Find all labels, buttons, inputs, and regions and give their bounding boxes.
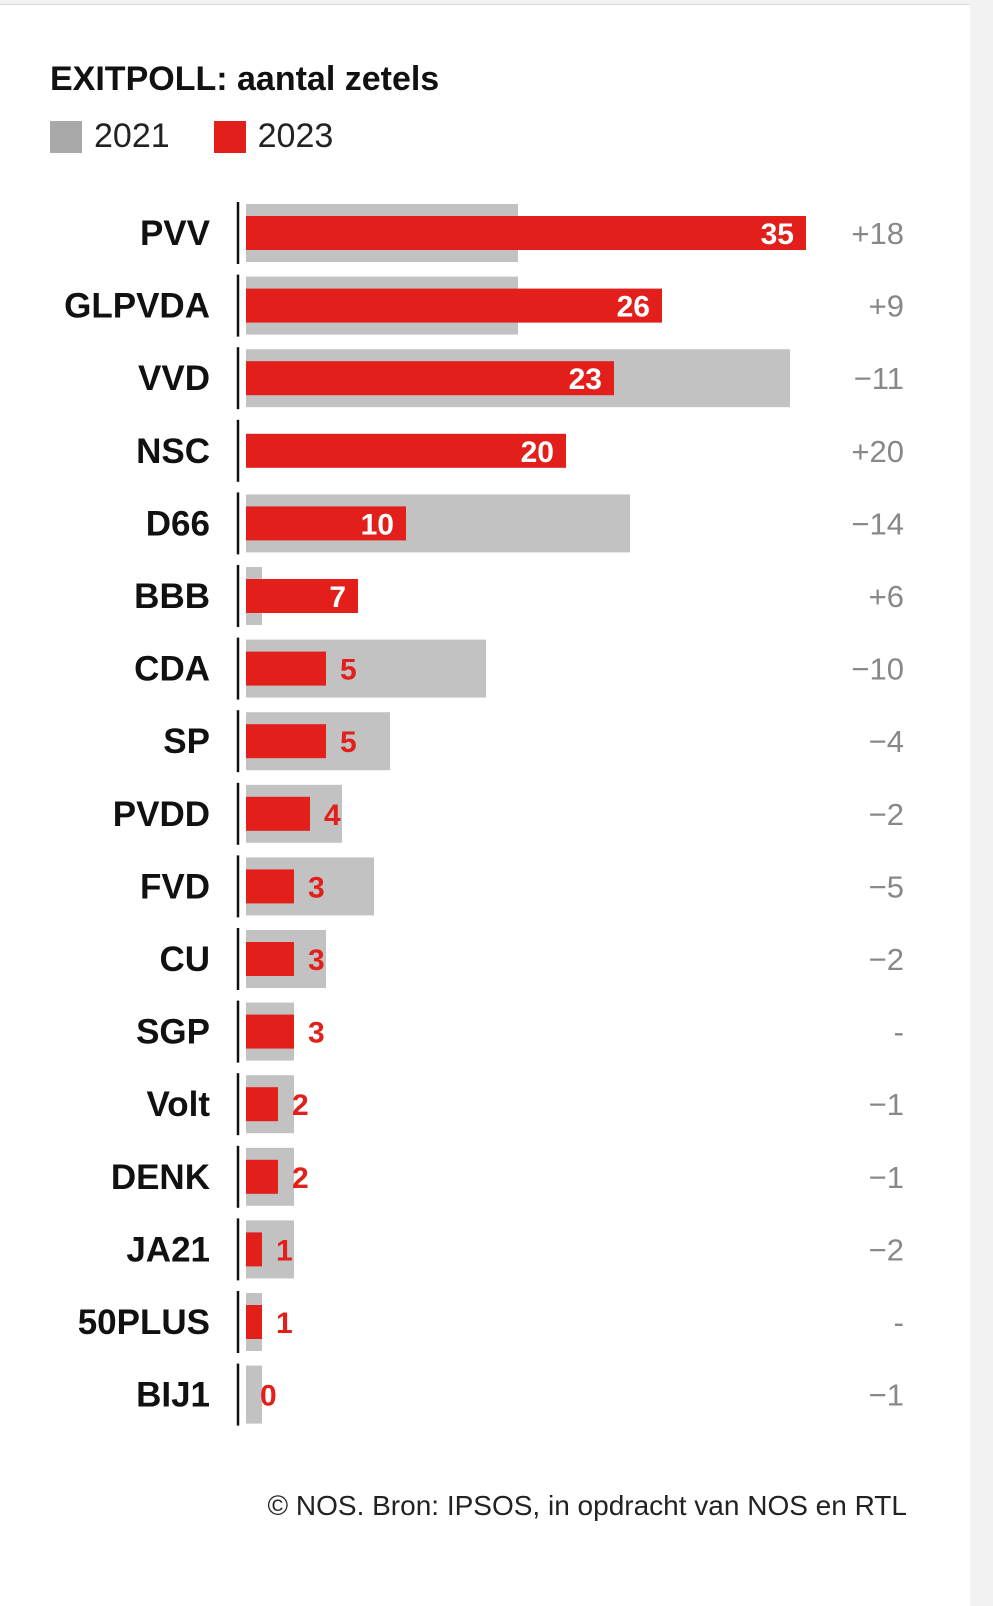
change-label-volt: −1 bbox=[869, 1087, 904, 1122]
bar-2023-sgp bbox=[246, 1014, 294, 1049]
value-label-50plus: 1 bbox=[276, 1307, 293, 1340]
chart-card: EXITPOLL: aantal zetels 2021 2023 © NOS.… bbox=[0, 4, 970, 1606]
value-label-vvd: 23 bbox=[569, 363, 602, 396]
value-label-bij1: 0 bbox=[260, 1380, 277, 1413]
bar-2021-bij1 bbox=[246, 1365, 262, 1424]
change-label-denk: −1 bbox=[869, 1160, 904, 1195]
legend-label-2023: 2023 bbox=[257, 117, 334, 155]
legend: 2021 2023 bbox=[50, 117, 377, 156]
change-label-pvv: +18 bbox=[851, 216, 904, 251]
category-label-fvd: FVD bbox=[140, 867, 210, 906]
bar-2023-pvv bbox=[246, 216, 806, 250]
category-label-volt: Volt bbox=[146, 1085, 210, 1124]
value-label-cu: 3 bbox=[308, 944, 325, 977]
value-label-volt: 2 bbox=[292, 1089, 309, 1122]
category-label-nsc: NSC bbox=[136, 432, 210, 471]
category-label-bij1: BIJ1 bbox=[136, 1376, 210, 1415]
value-label-ja21: 1 bbox=[276, 1234, 293, 1267]
change-label-fvd: −5 bbox=[869, 869, 904, 904]
legend-item-2021: 2021 bbox=[50, 117, 170, 156]
category-label-glpvda: GLPVDA bbox=[64, 287, 210, 326]
change-label-pvdd: −2 bbox=[869, 797, 904, 832]
bar-2023-fvd bbox=[246, 869, 294, 904]
change-label-cu: −2 bbox=[869, 942, 904, 977]
change-label-cda: −10 bbox=[851, 652, 904, 687]
bar-2023-denk bbox=[246, 1159, 278, 1194]
change-label-sp: −4 bbox=[869, 724, 904, 759]
bar-2023-cu bbox=[246, 942, 294, 976]
value-label-fvd: 3 bbox=[308, 871, 325, 904]
bar-2023-nsc bbox=[246, 433, 566, 468]
bar-2023-volt bbox=[246, 1087, 278, 1122]
category-label-sgp: SGP bbox=[136, 1013, 210, 1052]
change-label-d66: −14 bbox=[851, 506, 904, 541]
category-label-denk: DENK bbox=[111, 1158, 210, 1197]
change-label-sgp: - bbox=[894, 1015, 904, 1050]
category-label-pvdd: PVDD bbox=[113, 795, 210, 834]
bar-2023-cda bbox=[246, 651, 326, 686]
category-label-cu: CU bbox=[159, 940, 210, 979]
category-label-ja21: JA21 bbox=[126, 1230, 210, 1269]
legend-swatch-2023 bbox=[213, 120, 246, 153]
value-label-d66: 10 bbox=[361, 508, 394, 541]
value-label-glpvda: 26 bbox=[617, 291, 650, 324]
change-label-glpvda: +9 bbox=[869, 289, 904, 324]
legend-item-2023: 2023 bbox=[213, 117, 334, 156]
change-label-bbb: +6 bbox=[869, 579, 904, 614]
value-label-sgp: 3 bbox=[308, 1017, 325, 1050]
category-label-bbb: BBB bbox=[134, 577, 210, 616]
value-label-pvv: 35 bbox=[761, 218, 794, 251]
category-label-d66: D66 bbox=[146, 504, 210, 543]
bar-2023-50plus bbox=[246, 1305, 262, 1339]
category-label-sp: SP bbox=[163, 722, 210, 761]
bar-2023-vvd bbox=[246, 361, 614, 396]
change-label-bij1: −1 bbox=[869, 1378, 904, 1413]
legend-label-2021: 2021 bbox=[94, 117, 170, 155]
change-label-50plus: - bbox=[894, 1305, 904, 1340]
change-label-ja21: −2 bbox=[869, 1232, 904, 1267]
value-label-bbb: 7 bbox=[329, 581, 346, 614]
category-label-50plus: 50PLUS bbox=[78, 1303, 210, 1342]
source-credit: © NOS. Bron: IPSOS, in opdracht van NOS … bbox=[267, 1490, 907, 1521]
chart-title: EXITPOLL: aantal zetels bbox=[50, 60, 440, 98]
bar-2023-glpvda bbox=[246, 288, 662, 323]
value-label-cda: 5 bbox=[340, 654, 357, 687]
value-label-sp: 5 bbox=[340, 726, 357, 759]
bar-2023-ja21 bbox=[246, 1232, 262, 1267]
category-label-pvv: PVV bbox=[140, 214, 211, 253]
bar-2023-sp bbox=[246, 724, 326, 759]
legend-swatch-2021 bbox=[50, 120, 82, 153]
change-label-vvd: −11 bbox=[854, 361, 904, 396]
change-label-nsc: +20 bbox=[851, 434, 904, 469]
bar-2023-pvdd bbox=[246, 796, 310, 831]
bar-2023-d66 bbox=[246, 506, 406, 541]
category-label-cda: CDA bbox=[134, 650, 210, 689]
value-label-denk: 2 bbox=[292, 1162, 309, 1195]
category-label-vvd: VVD bbox=[138, 359, 210, 398]
value-label-pvdd: 4 bbox=[324, 799, 341, 832]
value-label-nsc: 20 bbox=[521, 436, 554, 469]
bar-2023-bbb bbox=[246, 579, 358, 613]
